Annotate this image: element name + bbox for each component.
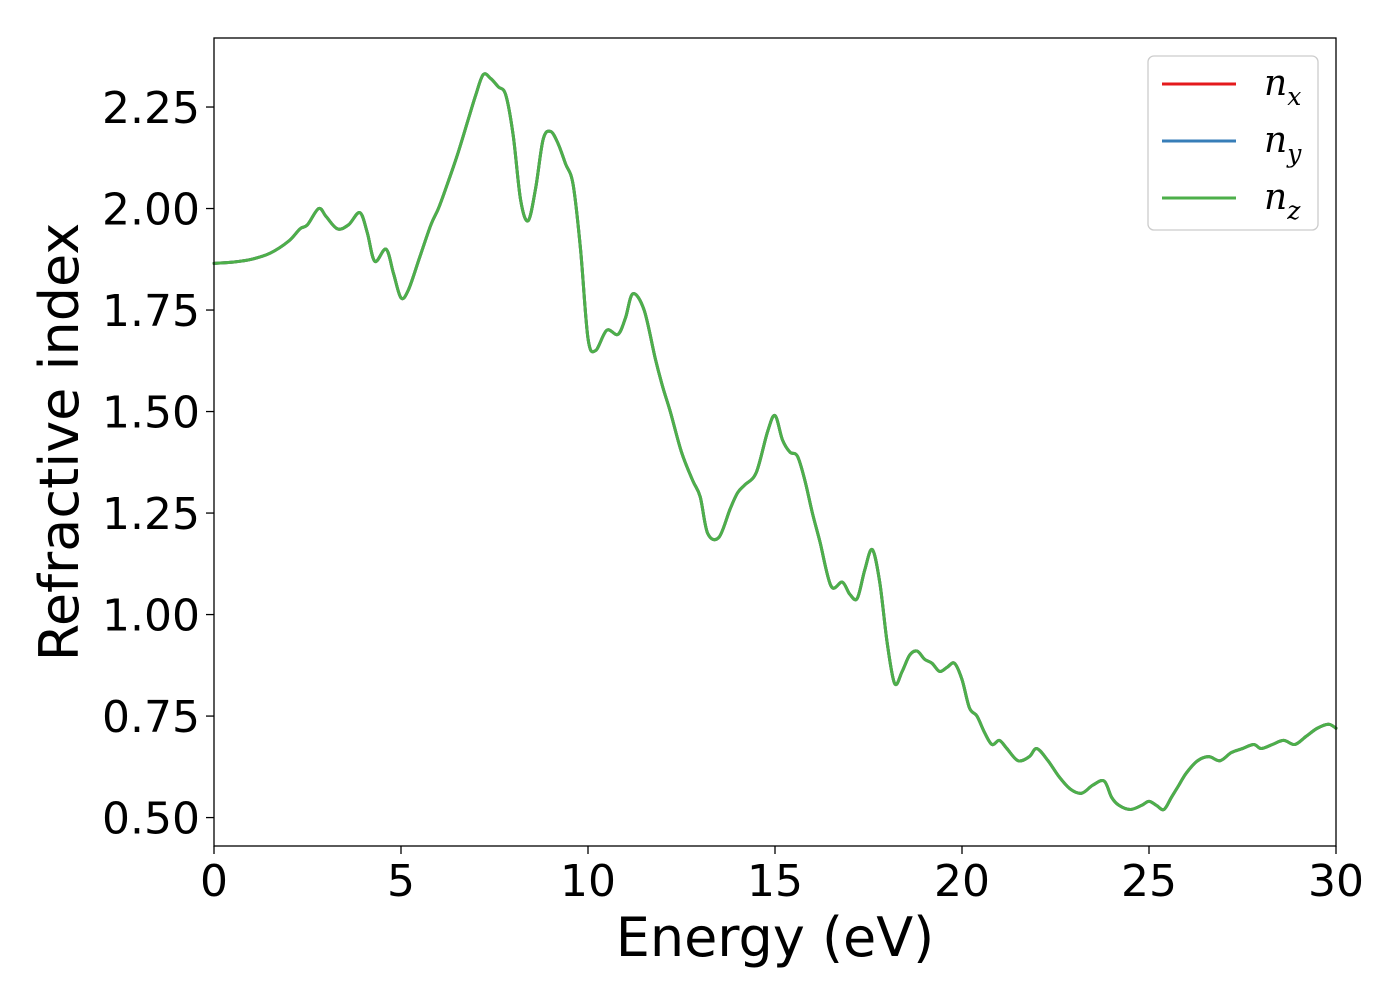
x-tick-label: 10 (560, 856, 616, 907)
x-axis-title: Energy (eV) (616, 906, 935, 969)
legend-label-nx: nx (1264, 63, 1301, 111)
y-tick-label: 2.25 (102, 83, 200, 134)
y-tick-label: 0.50 (102, 794, 200, 845)
x-tick-label: 30 (1308, 856, 1364, 907)
y-axis-title: Refractive index (28, 223, 91, 662)
x-tick-label: 0 (200, 856, 228, 907)
x-tick-label: 20 (934, 856, 990, 907)
series-layer (212, 72, 1338, 812)
legend-label-nz: nz (1264, 177, 1301, 225)
y-tick-label: 1.00 (102, 591, 200, 642)
y-tick-label: 0.75 (102, 692, 200, 743)
x-tick-label: 5 (387, 856, 415, 907)
y-tick-label: 1.75 (102, 286, 200, 337)
y-tick-label: 2.00 (102, 185, 200, 236)
y-tick-label: 1.50 (102, 388, 200, 439)
x-tick-label: 25 (1121, 856, 1177, 907)
legend-label-ny: ny (1264, 120, 1302, 168)
series-line-nz (212, 72, 1338, 812)
x-tick-label: 15 (747, 856, 803, 907)
x-axis: 0 5 10 15 20 25 30 (200, 846, 1364, 907)
y-axis: 0.50 0.75 1.00 1.25 1.50 1.75 2.00 2.25 (102, 83, 214, 845)
legend: nx ny nz (1147, 55, 1319, 231)
y-tick-label: 1.25 (102, 489, 200, 540)
legend-box (1147, 55, 1319, 231)
